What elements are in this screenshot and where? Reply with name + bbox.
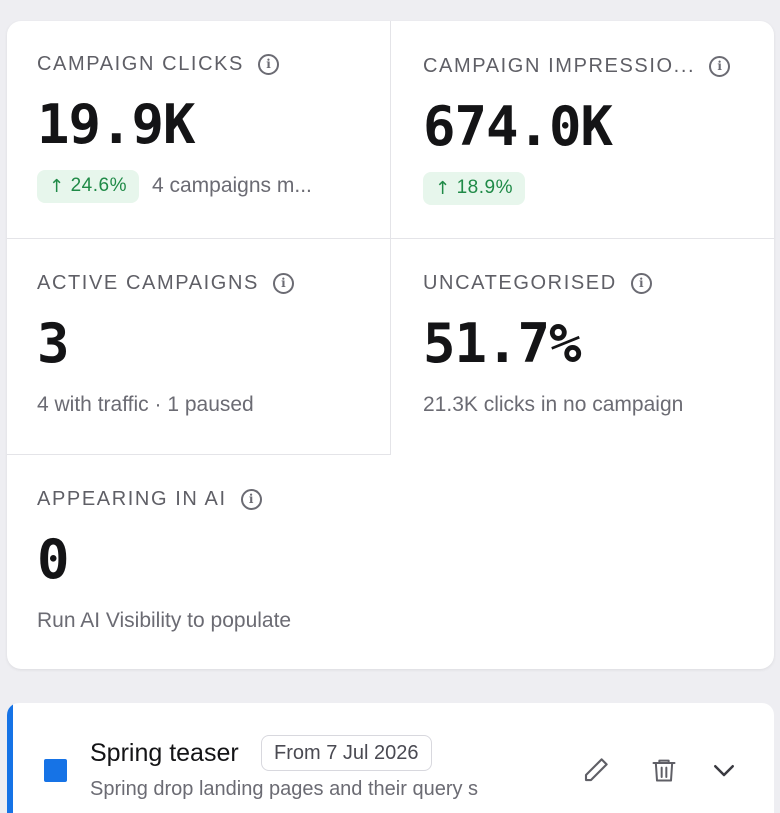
stat-appearing-in-ai: APPEARING IN AI i 0 Run AI Visibility to… — [7, 455, 774, 669]
stat-campaign-clicks: CAMPAIGN CLICKS i 19.9K ↑ 24.6% 4 campai… — [7, 21, 391, 239]
info-icon[interactable]: i — [709, 55, 731, 77]
stat-value: 19.9K — [37, 93, 196, 156]
info-icon[interactable]: i — [240, 488, 262, 510]
stat-campaign-impressions: CAMPAIGN IMPRESSIO... i 674.0K ↑ 18.9% — [391, 21, 774, 239]
trend-badge: ↑ 24.6% — [37, 169, 139, 203]
stat-uncategorised: UNCATEGORISED i 51.7% 21.3K clicks in no… — [391, 239, 774, 455]
pencil-icon — [584, 758, 608, 782]
campaign-name: Spring teaser — [90, 739, 239, 767]
stat-label: UNCATEGORISED — [423, 271, 617, 294]
stat-subtext: 4 campaigns m... — [151, 174, 312, 197]
chevron-down-icon — [714, 765, 734, 777]
stat-label: ACTIVE CAMPAIGNS — [37, 271, 259, 294]
delete-button[interactable] — [647, 753, 681, 787]
stat-label: CAMPAIGN IMPRESSIO... — [423, 54, 696, 77]
info-icon[interactable]: i — [630, 272, 652, 294]
stat-subtext: 4 with traffic · 1 paused — [37, 393, 254, 416]
info-icon[interactable]: i — [258, 53, 279, 75]
stat-subtext: 21.3K clicks in no campaign — [423, 393, 684, 416]
campaign-date-badge: From 7 Jul 2026 — [261, 735, 432, 771]
trash-icon — [652, 759, 676, 782]
arrow-up-icon: ↑ — [435, 177, 451, 199]
campaign-accent-bar — [7, 703, 13, 813]
campaign-color-swatch — [44, 759, 67, 782]
stats-card: CAMPAIGN CLICKS i 19.9K ↑ 24.6% 4 campai… — [7, 21, 774, 669]
stat-label: APPEARING IN AI — [37, 487, 227, 510]
stat-value: 0 — [37, 528, 70, 591]
arrow-up-icon: ↑ — [49, 175, 65, 197]
edit-button[interactable] — [579, 753, 613, 787]
campaign-row[interactable]: Spring teaser From 7 Jul 2026 Spring dro… — [7, 703, 774, 813]
stat-value: 51.7% — [423, 312, 582, 375]
trend-value: 24.6% — [70, 175, 127, 196]
stat-value: 674.0K — [423, 95, 613, 158]
campaign-description: Spring drop landing pages and their quer… — [90, 778, 479, 800]
stat-value: 3 — [37, 312, 70, 375]
trend-badge: ↑ 18.9% — [423, 171, 525, 205]
stat-subtext: Run AI Visibility to populate — [37, 609, 292, 632]
trend-value: 18.9% — [456, 177, 513, 198]
stat-label: CAMPAIGN CLICKS — [37, 52, 244, 75]
stat-active-campaigns: ACTIVE CAMPAIGNS i 3 4 with traffic · 1 … — [7, 239, 391, 455]
info-icon[interactable]: i — [272, 272, 294, 294]
expand-button[interactable] — [707, 753, 741, 787]
